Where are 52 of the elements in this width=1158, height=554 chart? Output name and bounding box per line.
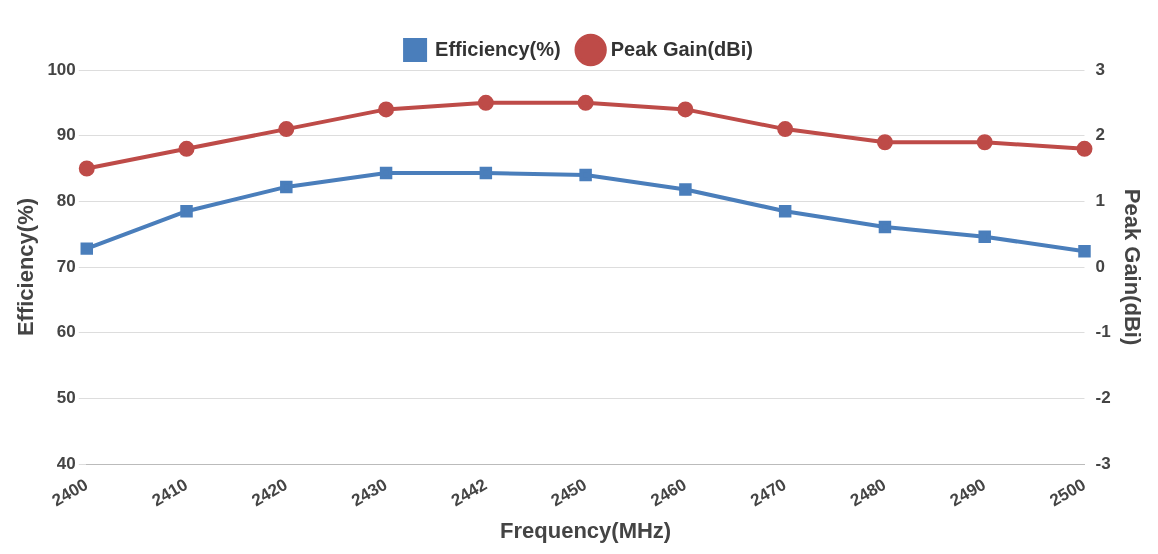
y2-tick-label: -1 <box>1095 322 1111 342</box>
point <box>477 94 494 111</box>
y-tick-label: 40 <box>56 453 76 473</box>
x-tick-label: 2470 <box>747 474 790 511</box>
point <box>178 140 195 157</box>
y2-tick-label: -2 <box>1095 388 1111 408</box>
x-tick-label: 2400 <box>48 474 92 511</box>
point <box>80 242 94 255</box>
point <box>1076 140 1093 157</box>
y-tick-label: 100 <box>47 59 76 79</box>
point <box>978 230 991 244</box>
legend-label: Peak Gain(dBi) <box>610 37 753 60</box>
x-tick-label: 2450 <box>547 474 590 511</box>
point <box>1078 245 1091 258</box>
y2-tick-label: 0 <box>1095 256 1105 276</box>
y-tick-label: 70 <box>56 256 76 276</box>
point <box>378 101 395 118</box>
point <box>878 220 892 234</box>
point <box>679 183 692 196</box>
y2-axis-title: Peak Gain(dBi) <box>1119 188 1145 346</box>
point <box>876 134 893 151</box>
x-axis-title: Frequency(MHz) <box>500 517 672 543</box>
point <box>180 204 193 218</box>
x-tick-label: 2420 <box>248 474 291 511</box>
point <box>677 101 694 118</box>
y2-tick-label: 3 <box>1095 59 1105 79</box>
point <box>579 168 592 182</box>
point <box>778 204 792 218</box>
y-axis-title: Efficiency(%) <box>13 197 39 337</box>
point <box>379 166 393 180</box>
point <box>777 121 794 138</box>
y2-tick-label: -3 <box>1095 453 1111 473</box>
y-tick-label: 80 <box>56 191 76 211</box>
x-tick-label: 2410 <box>148 474 191 511</box>
point <box>78 160 95 177</box>
point <box>280 180 293 194</box>
x-tick-label: 2430 <box>348 474 391 511</box>
point <box>278 121 295 138</box>
y-tick-label: 90 <box>56 125 76 145</box>
x-tick-label: 2442 <box>447 474 491 511</box>
x-tick-label: 2460 <box>647 474 690 511</box>
point <box>577 94 594 111</box>
y-tick-label: 50 <box>56 388 76 408</box>
x-tick-label: 2480 <box>847 474 890 511</box>
point <box>976 134 993 151</box>
y2-tick-label: 2 <box>1095 125 1105 145</box>
point <box>479 166 493 180</box>
legend-label: Efficiency(%) <box>435 37 561 60</box>
x-tick-label: 2490 <box>946 474 990 511</box>
y2-tick-label: 1 <box>1095 191 1105 211</box>
y-tick-label: 60 <box>56 322 76 342</box>
x-tick-label: 2500 <box>1046 474 1089 511</box>
